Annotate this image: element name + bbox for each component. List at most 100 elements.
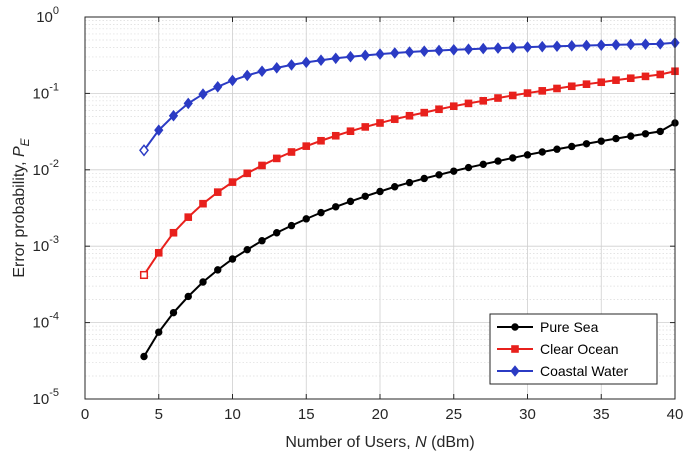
data-point: [345, 50, 356, 63]
legend: Pure Sea Clear Ocean Coastal Water: [489, 313, 658, 385]
x-tick-label: 15: [298, 406, 315, 423]
data-point: [286, 59, 297, 71]
data-point: [140, 352, 148, 361]
data-point: [479, 97, 488, 105]
data-point: [449, 44, 459, 56]
data-point: [464, 163, 473, 172]
data-point: [567, 40, 577, 52]
data-point: [287, 148, 296, 156]
series-clear-ocean: [139, 67, 679, 280]
legend-label-clear-ocean: Clear Ocean: [540, 341, 619, 357]
data-point: [243, 169, 252, 178]
legend-marker-pure-sea: [511, 323, 519, 331]
data-point: [258, 161, 266, 170]
data-point: [522, 41, 533, 53]
data-point: [301, 56, 311, 69]
legend-marker-clear-ocean: [511, 345, 519, 353]
data-point: [404, 46, 415, 58]
data-point: [567, 82, 576, 91]
data-point: [494, 157, 502, 165]
y-tick-label: 10-1: [33, 81, 59, 102]
data-point: [435, 105, 443, 114]
data-point: [139, 270, 149, 280]
data-point: [169, 228, 178, 237]
series-group: [139, 36, 680, 361]
data-point: [523, 151, 532, 159]
data-point: [183, 97, 193, 110]
data-point: [568, 142, 576, 151]
data-point: [641, 72, 650, 81]
data-point: [405, 178, 414, 187]
legend-marker-coastal-water: [510, 365, 520, 377]
series-coastal-water: [139, 36, 680, 157]
data-point: [361, 123, 370, 131]
data-point: [242, 69, 252, 82]
data-point: [272, 154, 281, 163]
data-point: [656, 127, 664, 136]
x-tick-label: 30: [519, 406, 536, 423]
data-point: [346, 197, 355, 206]
data-point: [331, 52, 341, 65]
data-point: [302, 215, 310, 223]
data-point: [405, 111, 414, 120]
data-point: [332, 203, 340, 211]
data-point: [420, 108, 429, 117]
y-tick-label: 10-5: [33, 387, 59, 408]
x-tick-label: 0: [81, 406, 89, 423]
data-point: [257, 65, 267, 78]
data-point: [509, 154, 517, 162]
data-point: [168, 109, 179, 122]
data-point: [390, 115, 399, 123]
data-point: [508, 41, 518, 54]
data-point: [449, 102, 458, 110]
data-point: [655, 38, 665, 50]
data-point: [316, 54, 326, 66]
y-tick-label: 10-2: [33, 158, 59, 179]
data-point: [391, 183, 399, 191]
data-point: [435, 171, 443, 179]
data-point: [508, 91, 517, 100]
data-point: [581, 39, 592, 52]
data-point: [552, 40, 562, 53]
x-tick-label: 20: [372, 406, 389, 423]
data-point: [184, 213, 193, 221]
data-point: [537, 40, 547, 53]
data-point: [597, 78, 606, 87]
data-point: [227, 74, 238, 87]
x-tick-label: 35: [593, 406, 610, 423]
data-point: [597, 137, 605, 145]
data-point: [155, 328, 163, 336]
data-point: [494, 94, 502, 102]
data-point: [346, 127, 355, 136]
data-point: [376, 187, 384, 196]
y-tick-label: 100: [36, 5, 59, 26]
data-point: [612, 76, 620, 84]
series-line-clear-ocean: [143, 70, 676, 276]
data-point: [154, 248, 163, 257]
data-point: [214, 266, 222, 274]
data-point: [553, 84, 561, 93]
y-axis-label: Error probability, PE: [11, 137, 32, 277]
data-point: [361, 192, 369, 200]
data-point: [538, 148, 546, 156]
data-point: [641, 130, 650, 138]
data-point: [390, 47, 400, 59]
data-point: [523, 89, 532, 97]
data-point: [493, 42, 503, 54]
legend-label-coastal-water: Coastal Water: [540, 363, 629, 379]
data-point: [272, 62, 282, 74]
x-tick-label: 40: [667, 406, 684, 423]
data-point: [611, 38, 621, 51]
series-line-coastal-water: [143, 41, 676, 151]
data-point: [626, 38, 636, 51]
data-point: [331, 131, 340, 140]
data-point: [228, 178, 237, 186]
data-point: [376, 119, 384, 127]
x-tick-label: 25: [445, 406, 462, 423]
data-point: [419, 45, 429, 57]
data-point: [287, 221, 296, 230]
data-point: [199, 199, 207, 208]
data-point: [375, 48, 385, 60]
data-point: [258, 237, 266, 245]
